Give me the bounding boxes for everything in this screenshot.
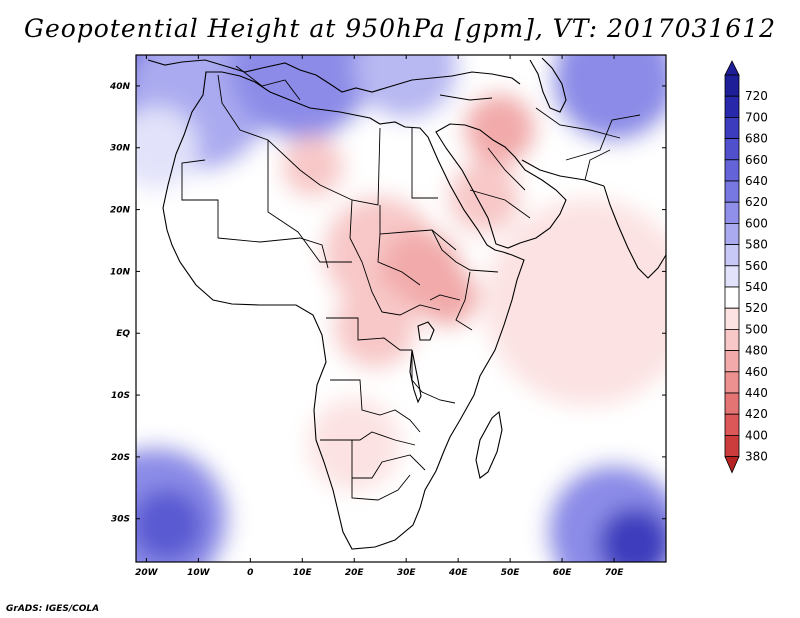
x-tick-label: 50E: [501, 568, 521, 578]
x-tick-label: 0: [247, 568, 253, 578]
field-region: [229, 55, 375, 141]
iran-coastline: [521, 159, 605, 187]
coastlines: [147, 57, 666, 550]
x-tick-label: 20E: [345, 568, 365, 578]
colorbar-label: 700: [745, 110, 768, 124]
colorbar-label: 420: [745, 407, 768, 421]
colorbar-swatch: [724, 159, 740, 182]
colorbar-swatch: [724, 286, 740, 309]
colorbar-swatch: [724, 350, 740, 373]
arabia-coastline: [435, 123, 567, 249]
colorbar-swatch: [724, 244, 740, 267]
colorbar-label: 660: [745, 153, 768, 167]
map-title: Geopotential Height at 950hPa [gpm], VT:…: [23, 14, 777, 43]
field-region: [551, 55, 666, 143]
colorbar-swatch: [724, 328, 740, 351]
colorbar-swatch: [724, 222, 740, 245]
field-region: [333, 285, 417, 369]
y-tick-label: 10S: [111, 391, 130, 401]
colorbar-swatch: [724, 74, 740, 97]
colorbar-swatch: [724, 434, 740, 457]
colorbar-label: 640: [745, 174, 768, 188]
x-tick-label: 60E: [553, 568, 573, 578]
x-tick-label: 70E: [605, 568, 625, 578]
y-axis-ticks: 40N 30N 20N 10N EQ 10S 20S 30S: [109, 82, 666, 525]
x-axis-ticks: 20W 10W 0 10E 20E 30E 40E 50E 60E 70E: [135, 55, 624, 578]
colorbar-label: 580: [745, 238, 768, 252]
colorbar-swatch: [724, 95, 740, 118]
field-region: [136, 488, 204, 562]
colorbar-label: 440: [745, 386, 768, 400]
country-borders: [181, 65, 641, 501]
colorbar-label: 720: [745, 89, 768, 103]
lake-tanganyika: [409, 349, 422, 404]
colorbar-label: 680: [745, 132, 768, 146]
colorbar-label: 500: [745, 322, 768, 336]
colorbar-label: 560: [745, 259, 768, 273]
plot-area: 20W 10W 0 10E 20E 30E 40E 50E 60E 70E 40N 30N 20N 10…: [109, 54, 667, 578]
y-tick-label: 20N: [110, 206, 131, 216]
colorbar-swatch: [724, 201, 740, 224]
colorbar-label: 480: [745, 344, 768, 358]
colorbar-swatch: [724, 307, 740, 330]
field-region: [281, 135, 344, 198]
field-region: [136, 329, 220, 424]
caspian-coastline: [529, 57, 567, 113]
field-region: [463, 92, 537, 166]
plot-frame: [135, 54, 667, 563]
colorbar-swatch: [724, 138, 740, 161]
colorbar-label: 620: [745, 195, 768, 209]
field-region: [598, 507, 666, 562]
colorbar-label: 520: [745, 301, 768, 315]
colorbar-label: 540: [745, 280, 768, 294]
colorbar-label: 380: [745, 450, 768, 464]
y-tick-label: EQ: [116, 329, 130, 339]
field-region: [307, 397, 401, 492]
y-tick-label: 30S: [111, 515, 130, 525]
map-figure: 20W 10W 0 10E 20E 30E 40E 50E 60E 70E 40N 30N 20N 10…: [109, 54, 768, 578]
colorbar-swatch: [724, 265, 740, 288]
colorbar: 720 700 680 660 640 620 600 580 560 540 520 500 480 4…: [724, 60, 768, 474]
colorbar-swatch: [724, 413, 740, 436]
colorbar-swatch: [724, 371, 740, 394]
field-region: [354, 55, 459, 120]
colorbar-label: 460: [745, 365, 768, 379]
colorbar-swatch: [724, 392, 740, 415]
x-tick-label: 30E: [397, 568, 417, 578]
y-tick-label: 40N: [109, 82, 131, 92]
colorbar-top-arrow: [724, 60, 740, 76]
colorbar-bottom-arrow: [724, 456, 740, 474]
colorbar-swatch: [724, 180, 740, 203]
lake-victoria: [417, 321, 435, 341]
madagascar-coastline: [475, 410, 503, 479]
africa-coastline: [162, 71, 525, 550]
x-tick-label: 40E: [448, 568, 469, 578]
y-tick-label: 10N: [110, 267, 131, 277]
x-tick-label: 10E: [293, 568, 313, 578]
x-tick-label: 20W: [135, 568, 159, 578]
height-field: [136, 55, 666, 562]
field-region: [416, 264, 479, 328]
europe-coastline: [147, 59, 521, 93]
colorbar-label: 400: [745, 428, 768, 442]
field-region: [447, 160, 521, 234]
field-region: [484, 198, 666, 407]
colorbar-swatch: [724, 117, 740, 140]
y-tick-label: 30N: [110, 144, 131, 154]
y-tick-label: 20S: [111, 453, 130, 463]
colorbar-label: 600: [745, 216, 768, 230]
india-coastline: [603, 185, 666, 279]
field-region: [136, 106, 199, 190]
x-tick-label: 10W: [187, 568, 211, 578]
grads-credit: GrADS: IGES/COLA: [6, 604, 100, 614]
